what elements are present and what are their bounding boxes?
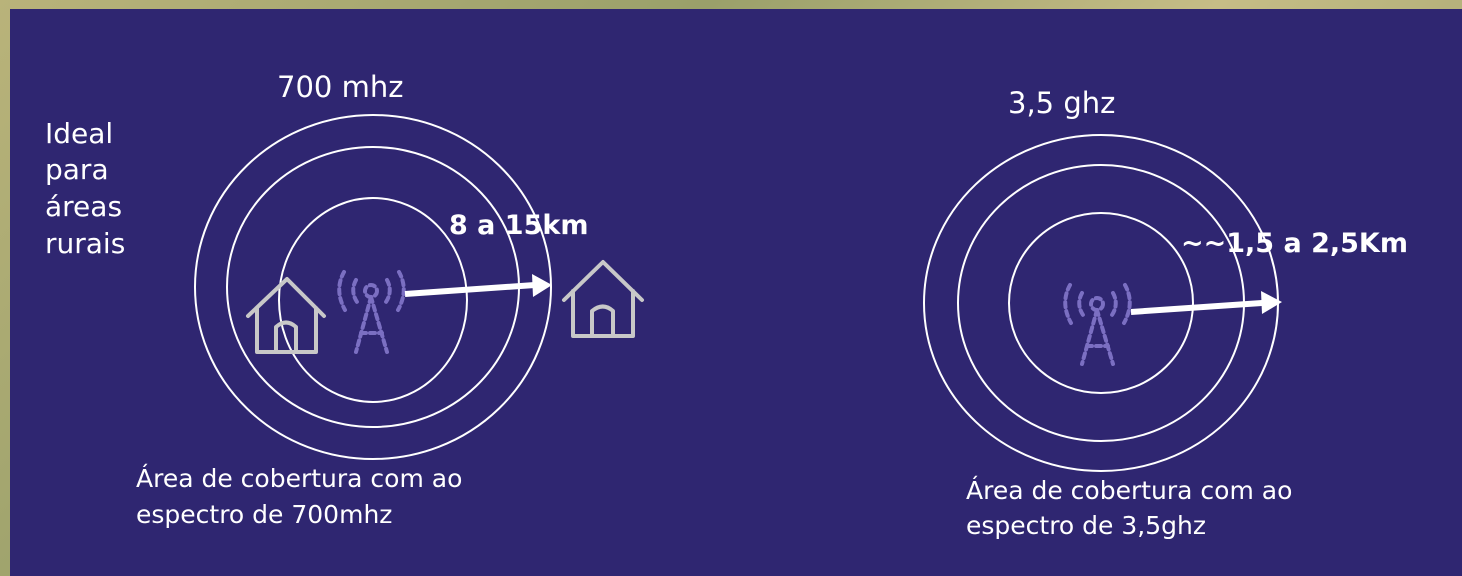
range-label-700mhz: 8 a 15km [449,210,588,241]
arrow-head [532,274,552,297]
antenna-icon [1065,285,1130,364]
side-note-line: áreas [45,190,122,223]
side-note-line: para [45,153,109,186]
frequency-label-700mhz: 700 mhz [277,70,403,104]
range-arrow-700mhz [405,274,552,297]
caption-line: espectro de 700mhz [136,500,392,529]
range-arrow-3-5ghz [1131,291,1282,314]
side-note-line: rurais [45,227,125,260]
caption-line: Área de cobertura com ao [136,464,462,493]
caption-line: espectro de 3,5ghz [966,511,1206,540]
range-label-3-5ghz: ~~1,5 a 2,5Km [1181,228,1408,259]
frequency-label-3-5ghz: 3,5 ghz [1008,86,1115,120]
antenna-icon [339,272,404,352]
house-icon [564,262,642,336]
arrow-shaft [1131,303,1262,312]
arrow-head [1261,291,1282,314]
arrow-shaft [405,285,535,294]
caption-line: Área de cobertura com ao [966,476,1292,505]
side-note-line: Ideal [45,117,113,150]
